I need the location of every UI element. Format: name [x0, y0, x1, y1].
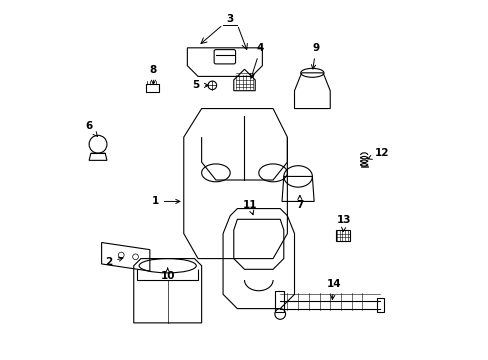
- Text: 9: 9: [311, 43, 319, 69]
- Text: 2: 2: [105, 257, 122, 267]
- Text: 1: 1: [151, 197, 180, 206]
- Text: 6: 6: [85, 121, 97, 136]
- Text: 3: 3: [226, 14, 233, 24]
- Text: 5: 5: [192, 80, 208, 90]
- Text: 7: 7: [296, 195, 303, 210]
- Text: 13: 13: [337, 215, 351, 231]
- Text: 14: 14: [326, 279, 341, 300]
- Bar: [360, 166, 367, 167]
- Bar: [376, 298, 383, 312]
- Text: 11: 11: [242, 201, 257, 215]
- Text: 10: 10: [160, 268, 175, 281]
- Text: 4: 4: [250, 43, 264, 78]
- Text: 12: 12: [367, 148, 388, 159]
- Text: 8: 8: [149, 64, 157, 84]
- Bar: [274, 291, 283, 312]
